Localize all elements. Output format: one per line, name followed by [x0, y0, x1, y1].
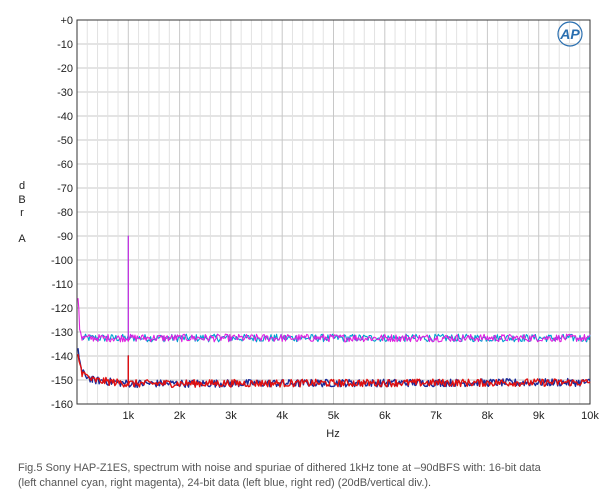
series-line	[77, 235, 591, 343]
y-tick-label: -130	[51, 327, 73, 339]
y-tick-label: -160	[51, 399, 73, 411]
y-tick-label: -50	[57, 135, 73, 147]
y-tick-label: -60	[57, 159, 73, 171]
y-axis-label-char-2: B	[18, 194, 26, 206]
x-tick-label: 4k	[276, 410, 288, 422]
chart-grid	[76, 19, 591, 405]
x-tick-label: 8k	[482, 410, 494, 422]
x-tick-label: 6k	[379, 410, 391, 422]
plot-frame	[76, 19, 591, 405]
x-tick-label: 1k	[122, 410, 134, 422]
y-tick-label: -40	[57, 111, 73, 123]
y-axis-label-char-1: d	[18, 180, 26, 192]
y-tick-label: -140	[51, 351, 73, 363]
caption-line-2: (left channel cyan, right magenta), 24-b…	[18, 477, 432, 489]
y-tick-label: -150	[51, 375, 73, 387]
y-tick-labels: +0 -10 -20 -30 -40 -50 -60 -70 -80 -90 -100 -110 -12…	[51, 15, 73, 411]
x-tick-label: 3k	[225, 410, 237, 422]
x-tick-label: 9k	[533, 410, 545, 422]
y-tick-label: -70	[57, 183, 73, 195]
x-tick-label: 2k	[174, 410, 186, 422]
y-tick-label: -120	[51, 303, 73, 315]
ap-logo-text: AP	[559, 26, 580, 42]
y-tick-label: -110	[52, 279, 73, 291]
caption-line-1: Fig.5 Sony HAP-Z1ES, spectrum with noise…	[18, 462, 541, 474]
y-tick-label: +0	[60, 15, 73, 27]
y-axis-label-char-3: r	[20, 207, 24, 219]
x-tick-labels: 1k 2k 3k 4k 5k 6k 7k 8k 9k 10k	[122, 410, 599, 422]
y-tick-label: -100	[51, 255, 73, 267]
y-axis-label-char-4: A	[18, 233, 26, 245]
series-line	[77, 353, 591, 388]
ap-logo: AP	[557, 21, 583, 47]
y-tick-label: -10	[57, 39, 73, 51]
spectrum-chart: +0 -10 -20 -30 -40 -50 -60 -70 -80 -90 -100 -110 -12…	[51, 15, 599, 440]
x-tick-label: 5k	[328, 410, 340, 422]
y-tick-label: -80	[57, 207, 73, 219]
x-tick-label: 7k	[430, 410, 442, 422]
y-tick-label: -20	[57, 63, 73, 75]
y-tick-label: -90	[57, 231, 73, 243]
series-line	[81, 235, 591, 343]
x-tick-label: 10k	[581, 410, 599, 422]
x-axis-label: Hz	[326, 428, 339, 440]
chart-traces	[77, 235, 591, 389]
y-tick-label: -30	[57, 87, 73, 99]
figure-caption: Fig.5 Sony HAP-Z1ES, spectrum with noise…	[18, 461, 598, 491]
